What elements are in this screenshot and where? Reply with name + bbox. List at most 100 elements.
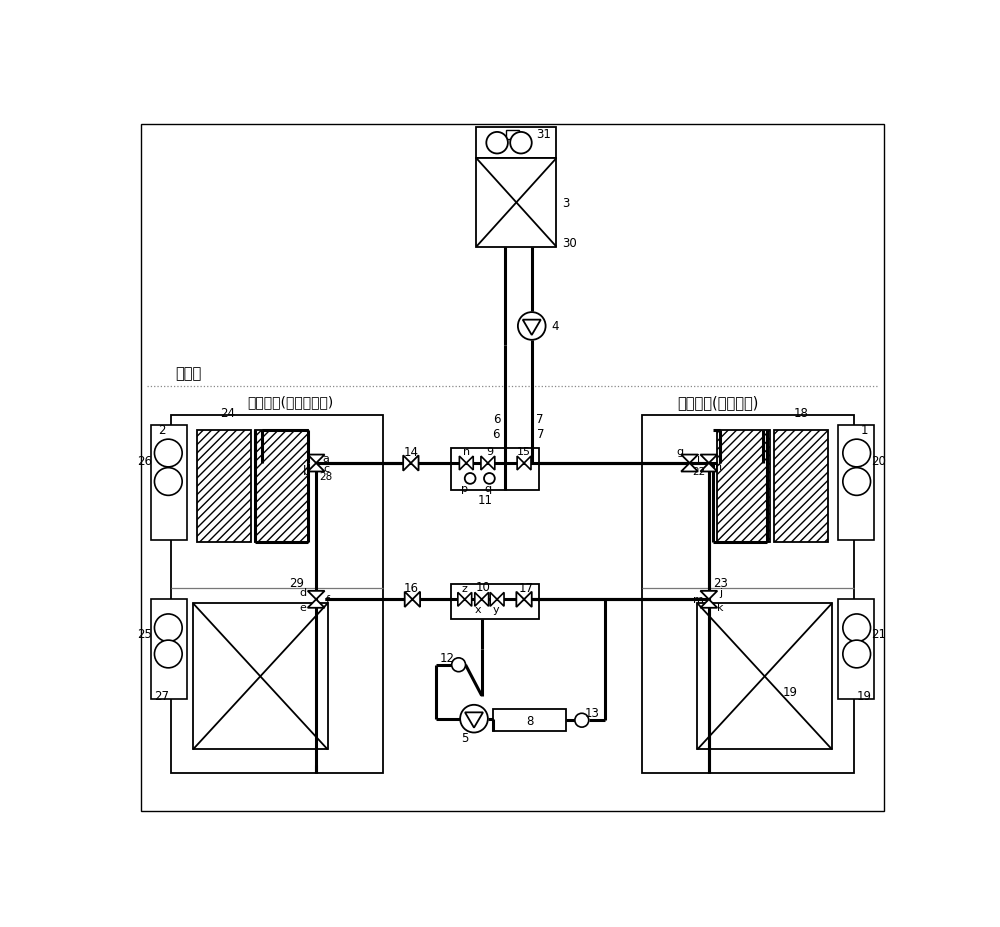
Text: 27: 27 xyxy=(154,690,169,703)
Text: 25: 25 xyxy=(137,628,152,641)
Polygon shape xyxy=(308,464,325,472)
Polygon shape xyxy=(681,464,698,472)
Polygon shape xyxy=(490,592,497,606)
Text: 29: 29 xyxy=(289,577,304,590)
Polygon shape xyxy=(481,457,488,470)
Text: d: d xyxy=(299,587,307,597)
Text: j: j xyxy=(719,587,722,597)
Text: 7: 7 xyxy=(536,413,543,425)
Polygon shape xyxy=(523,321,541,336)
Text: 24: 24 xyxy=(220,407,235,420)
Polygon shape xyxy=(308,600,325,608)
Polygon shape xyxy=(488,457,495,470)
Polygon shape xyxy=(465,592,472,606)
Polygon shape xyxy=(700,591,717,600)
Text: c: c xyxy=(323,464,329,474)
Text: 19: 19 xyxy=(857,690,872,703)
Text: 4: 4 xyxy=(552,320,559,333)
Circle shape xyxy=(843,468,871,496)
Text: b: b xyxy=(302,464,310,477)
Text: 6: 6 xyxy=(493,413,501,425)
Text: f: f xyxy=(326,594,330,604)
Circle shape xyxy=(486,133,508,154)
Text: h: h xyxy=(715,462,722,472)
Text: 15: 15 xyxy=(517,447,531,457)
Circle shape xyxy=(510,133,532,154)
Bar xyxy=(451,448,539,490)
Polygon shape xyxy=(700,455,717,464)
Bar xyxy=(506,131,519,140)
Polygon shape xyxy=(482,592,489,606)
Circle shape xyxy=(843,439,871,467)
Text: 13: 13 xyxy=(584,706,599,719)
Text: 8: 8 xyxy=(526,714,534,727)
Circle shape xyxy=(154,641,182,668)
Circle shape xyxy=(465,474,476,484)
Bar xyxy=(193,603,328,750)
Text: 3: 3 xyxy=(562,197,569,210)
Text: 9: 9 xyxy=(486,447,493,457)
Text: z: z xyxy=(461,583,467,593)
Text: 21: 21 xyxy=(871,628,886,641)
Bar xyxy=(642,415,854,773)
Text: i: i xyxy=(697,453,700,464)
Polygon shape xyxy=(465,713,483,728)
Text: 7: 7 xyxy=(537,427,545,440)
Circle shape xyxy=(154,439,182,467)
Text: 31: 31 xyxy=(536,128,551,141)
Text: g: g xyxy=(676,447,683,457)
Polygon shape xyxy=(403,456,411,471)
Bar xyxy=(717,430,770,542)
Bar xyxy=(171,415,383,773)
Polygon shape xyxy=(412,592,420,607)
Text: e: e xyxy=(300,603,306,613)
Bar xyxy=(151,600,187,700)
Text: 10: 10 xyxy=(476,580,491,593)
Polygon shape xyxy=(516,592,524,607)
Bar xyxy=(697,603,832,750)
Text: 室外侧: 室外侧 xyxy=(175,365,201,380)
Text: 20: 20 xyxy=(871,455,886,468)
Polygon shape xyxy=(524,592,532,607)
Text: 12: 12 xyxy=(440,651,455,664)
Text: 6: 6 xyxy=(492,427,499,440)
Text: 19: 19 xyxy=(782,685,797,698)
Text: 14: 14 xyxy=(403,446,418,459)
Polygon shape xyxy=(405,592,412,607)
Polygon shape xyxy=(466,457,473,470)
Text: 工业建筑(余热回收区): 工业建筑(余热回收区) xyxy=(247,395,333,409)
Text: 22: 22 xyxy=(692,466,705,476)
Text: 1: 1 xyxy=(861,424,868,437)
Bar xyxy=(838,425,874,540)
Text: 28: 28 xyxy=(320,472,333,482)
Bar xyxy=(476,128,556,159)
Bar xyxy=(197,430,251,542)
Text: y: y xyxy=(492,604,499,615)
Polygon shape xyxy=(497,592,504,606)
Bar xyxy=(476,159,556,248)
Text: 11: 11 xyxy=(478,493,493,506)
Text: n: n xyxy=(463,447,470,457)
Polygon shape xyxy=(475,592,482,606)
Circle shape xyxy=(575,714,589,728)
Text: 30: 30 xyxy=(562,237,577,250)
Text: 5: 5 xyxy=(461,731,468,744)
Polygon shape xyxy=(459,457,466,470)
Text: 17: 17 xyxy=(519,581,534,594)
Text: 商业建筑(热舒适区): 商业建筑(热舒适区) xyxy=(678,395,759,410)
Circle shape xyxy=(843,615,871,642)
Polygon shape xyxy=(308,591,325,600)
Bar xyxy=(451,584,539,619)
Circle shape xyxy=(452,658,466,672)
Circle shape xyxy=(518,312,546,340)
Circle shape xyxy=(843,641,871,668)
Circle shape xyxy=(154,615,182,642)
Polygon shape xyxy=(517,457,524,470)
Text: 2: 2 xyxy=(158,424,165,437)
Text: k: k xyxy=(717,603,724,613)
Polygon shape xyxy=(411,456,419,471)
Circle shape xyxy=(154,468,182,496)
Bar xyxy=(774,430,828,542)
Polygon shape xyxy=(458,592,465,606)
Text: x: x xyxy=(475,604,481,615)
